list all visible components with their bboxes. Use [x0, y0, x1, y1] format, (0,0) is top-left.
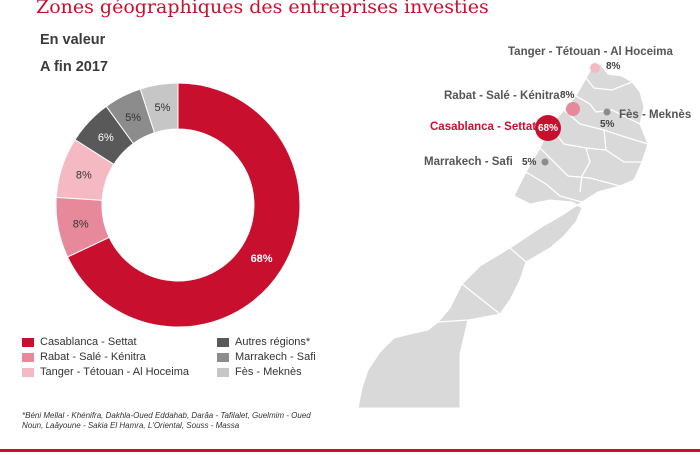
map-label-rabat: Rabat - Salé - Kénitra	[444, 90, 560, 102]
legend-item: Casablanca - Settat	[22, 336, 137, 348]
map-label-tanger: Tanger - Tétouan - Al Hoceima	[508, 46, 673, 58]
map-borders	[437, 77, 649, 323]
legend-swatch	[22, 367, 34, 377]
legend-swatch	[217, 352, 229, 362]
map-land	[357, 63, 649, 409]
legend-label: Rabat - Salé - Kénitra	[40, 351, 146, 363]
map-pct-tanger: 8%	[606, 61, 621, 72]
marker-tanger	[590, 63, 600, 73]
donut-chart: 68% 8% 8% 6% 5% 5%	[55, 82, 301, 328]
donut-slice	[66, 82, 301, 328]
legend-swatch	[217, 367, 229, 377]
legend-label: Fès - Meknès	[235, 366, 302, 378]
legend-swatch	[22, 352, 34, 362]
map-pct-rabat: 8%	[560, 90, 575, 101]
morocco-map	[357, 63, 649, 409]
map-pct-fes: 5%	[600, 119, 615, 130]
legend-label: Autres régions*	[235, 336, 311, 348]
legend-item: Autres régions*	[217, 336, 310, 348]
marker-rabat	[566, 102, 580, 116]
donut-slice	[139, 82, 179, 134]
map-pct-casablanca: 68%	[538, 123, 559, 134]
donut-data-label: 68%	[251, 253, 273, 265]
map-label-marrakech: Marrakech - Safi	[424, 156, 513, 168]
marker-fes	[603, 108, 611, 116]
donut-data-label: 8%	[73, 219, 89, 231]
donut-data-label: 8%	[76, 169, 92, 181]
map-label-fes: Fès - Meknès	[619, 109, 692, 121]
legend-swatch	[217, 337, 229, 347]
map-pct-marrakech: 5%	[522, 157, 537, 168]
legend-label: Casablanca - Settat	[40, 336, 137, 348]
marker-casablanca	[535, 115, 561, 141]
map-label-casablanca: Casablanca - Settat	[430, 121, 537, 133]
donut-data-label: 5%	[125, 112, 141, 124]
subtitle-value: En valeur	[40, 32, 106, 48]
bottom-rule	[0, 449, 700, 452]
legend-item: Fès - Meknès	[217, 366, 302, 378]
legend-item: Marrakech - Safi	[217, 351, 316, 363]
subtitle-date: A fin 2017	[40, 59, 108, 75]
legend-item: Rabat - Salé - Kénitra	[22, 351, 146, 363]
legend-label: Tanger - Tétouan - Al Hoceima	[40, 366, 189, 378]
legend-label: Marrakech - Safi	[235, 351, 316, 363]
footnote: *Béni Mellal - Khénifra, Dakhla-Oued Edd…	[22, 411, 311, 430]
marker-marrakech	[541, 158, 549, 166]
donut-data-label: 5%	[155, 102, 171, 114]
legend-item: Tanger - Tétouan - Al Hoceima	[22, 366, 189, 378]
page-title: Zones géographiques des entreprises inve…	[36, 0, 489, 18]
legend-swatch	[22, 337, 34, 347]
donut-data-label: 6%	[98, 132, 114, 144]
